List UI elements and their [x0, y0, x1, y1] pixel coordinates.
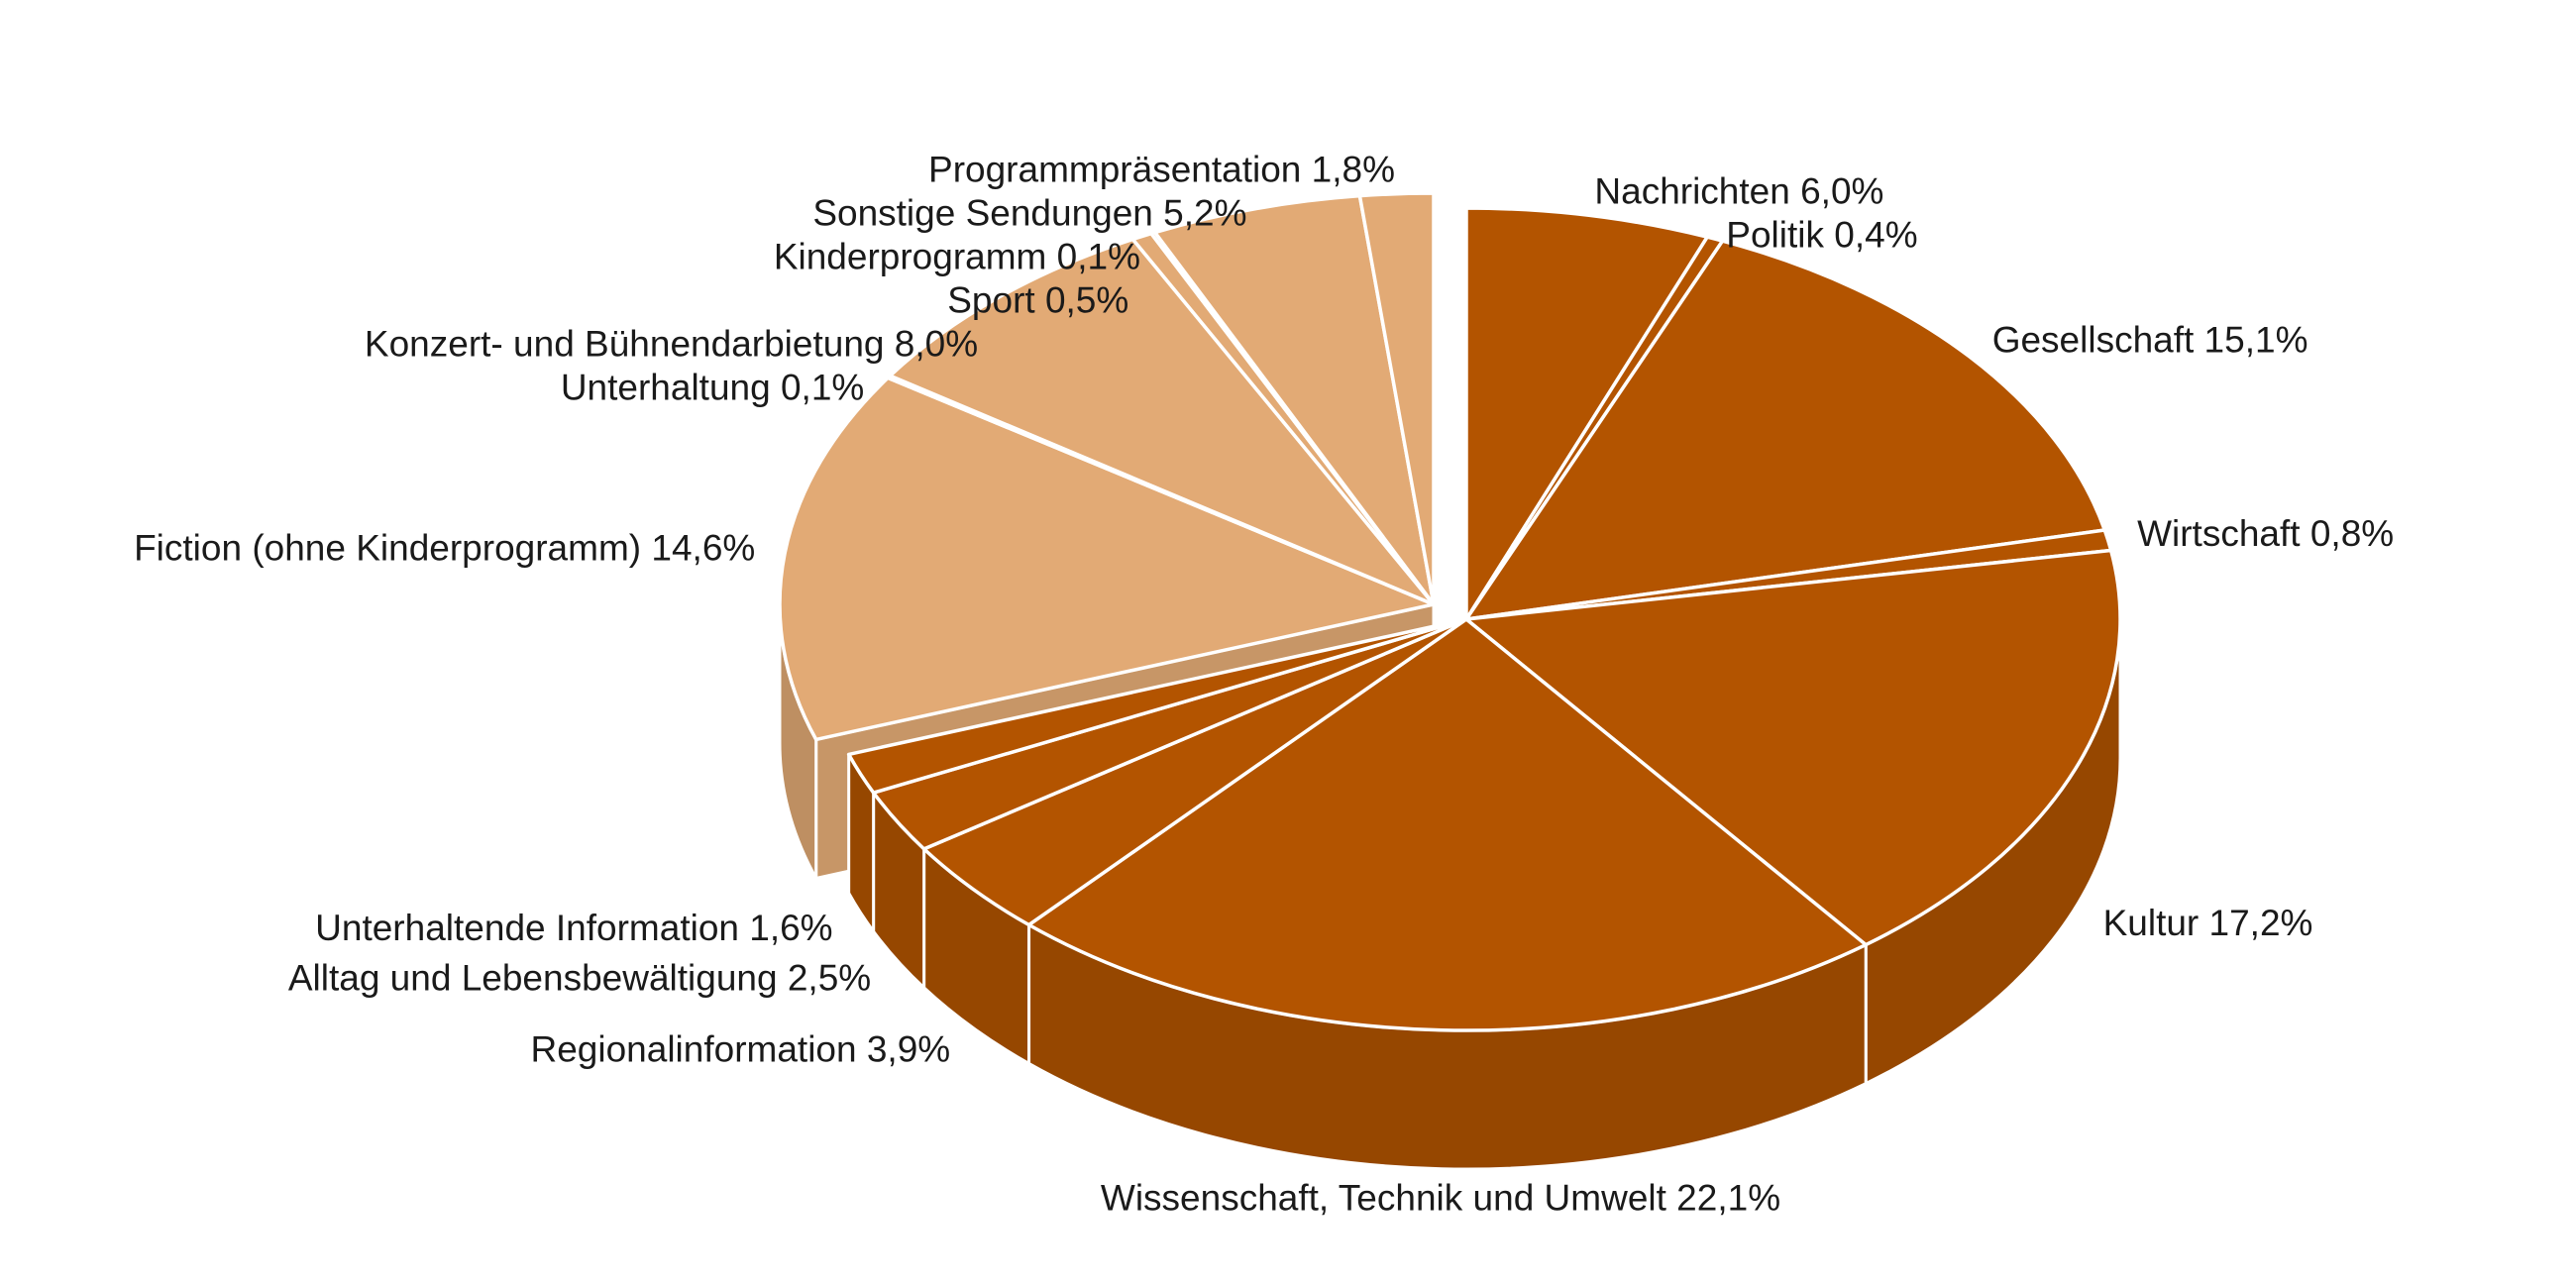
dark-group-side	[847, 617, 2122, 1171]
slice-label-6: Regionalinformation 3,9%	[530, 1028, 950, 1069]
slice-15	[1357, 191, 1436, 606]
slice-0	[1464, 206, 1709, 621]
slice-5	[1026, 617, 1868, 1032]
light-group-top	[778, 191, 1436, 742]
slice-label-7: Alltag und Lebensbewältigung 2,5%	[288, 958, 871, 999]
slice-label-10: Unterhaltung 0,1%	[561, 367, 864, 407]
slice-label-5: Wissenschaft, Technik und Umwelt 22,1%	[1101, 1177, 1780, 1218]
slice-label-1: Politik 0,4%	[1726, 215, 1917, 256]
slice-label-12: Sport 0,5%	[947, 279, 1128, 320]
slice-labels: Nachrichten 6,0%Politik 0,4% Gesellschaft…	[134, 149, 2394, 1218]
slice-2	[1464, 239, 2107, 621]
slice-label-14: Sonstige Sendungen 5,2%	[812, 192, 1246, 233]
dark-group-top	[846, 206, 2122, 1032]
slice-8	[846, 617, 1468, 795]
slice-label-2: Gesellschaft 15,1%	[1992, 319, 2308, 360]
slice-11	[888, 237, 1436, 606]
slice-label-4: Kultur 17,2%	[2103, 903, 2313, 943]
slice-label-0: Nachrichten 6,0%	[1594, 171, 1883, 212]
slice-label-11: Konzert- und Bühnendarbietung 8,0%	[365, 323, 978, 364]
slice-label-9: Fiction (ohne Kinderprogramm) 14,6%	[134, 528, 755, 569]
slice-label-3: Wirtschaft 0,8%	[2137, 513, 2394, 554]
slice-label-13: Kinderprogramm 0,1%	[774, 236, 1140, 276]
slice-14	[1152, 193, 1436, 606]
slice-9	[778, 376, 1436, 742]
slice-4	[1464, 548, 2122, 947]
slice-label-15: Programmpräsentation 1,8%	[928, 149, 1395, 189]
slice-label-8: Unterhaltende Information 1,6%	[315, 908, 832, 948]
